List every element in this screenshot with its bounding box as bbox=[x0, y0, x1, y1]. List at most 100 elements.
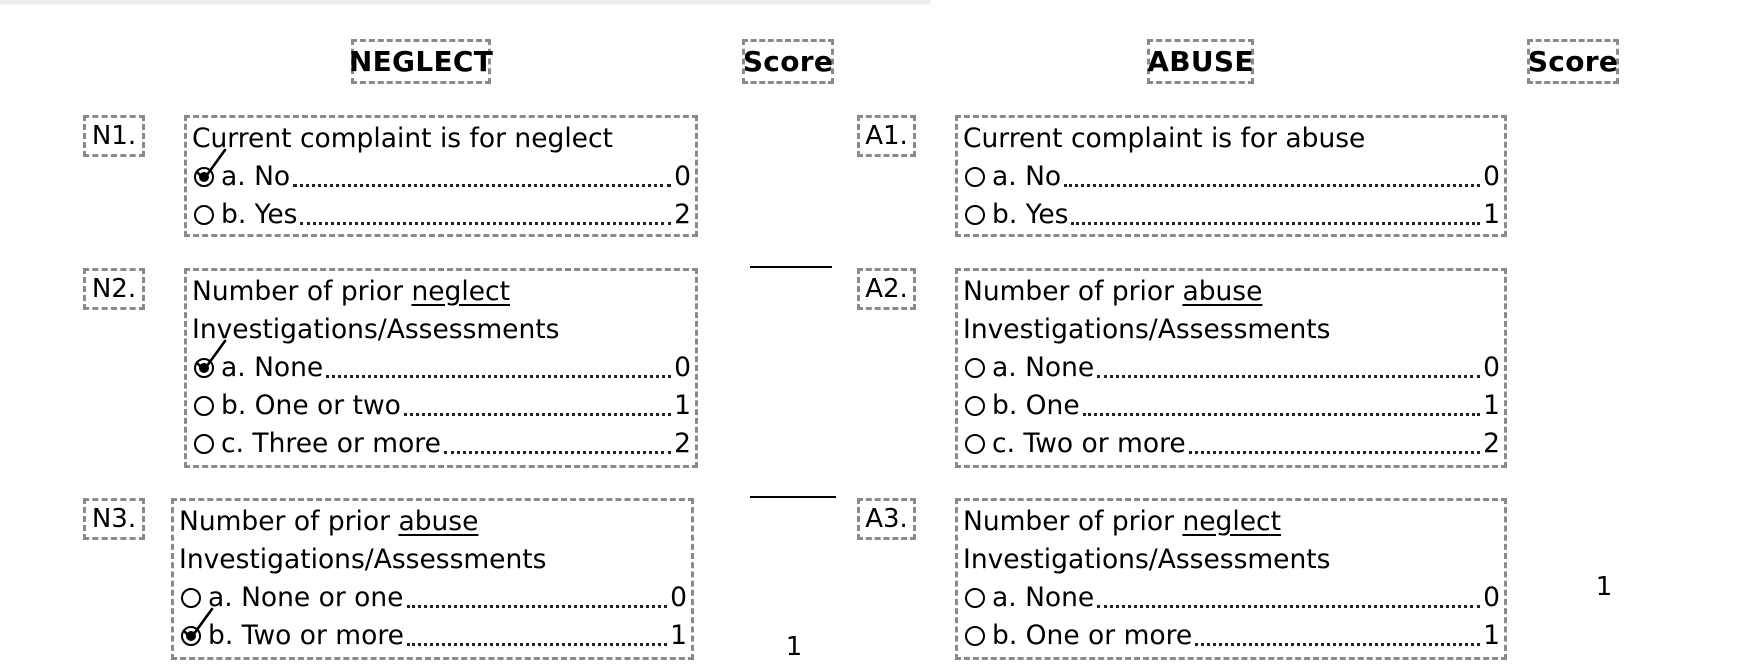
option-a1-a[interactable]: a. No 0 bbox=[963, 158, 1504, 196]
neglect-header: NEGLECT bbox=[349, 39, 493, 84]
option-a3-b[interactable]: b. One or more 1 bbox=[963, 617, 1504, 655]
abuse-header: ABUSE bbox=[1147, 39, 1254, 84]
question-text: Investigations/Assessments bbox=[192, 314, 560, 345]
radio-button[interactable] bbox=[965, 167, 985, 187]
score-value-n3: 1 bbox=[785, 632, 803, 662]
dot-leader bbox=[403, 413, 672, 416]
radio-button[interactable] bbox=[965, 588, 985, 608]
question-n2: Number of prior neglect Investigations/A… bbox=[184, 268, 698, 468]
option-label: b. One bbox=[992, 390, 1080, 421]
option-label: a. None bbox=[992, 582, 1095, 613]
option-label: c. Three or more bbox=[221, 428, 441, 459]
option-points: 2 bbox=[1483, 428, 1500, 459]
radio-button[interactable] bbox=[965, 434, 985, 454]
question-id-a1: A1. bbox=[857, 115, 916, 157]
option-label: b. One or more bbox=[992, 620, 1193, 651]
option-label: a. None bbox=[221, 352, 324, 383]
question-text: Investigations/Assessments bbox=[963, 544, 1331, 575]
option-points: 0 bbox=[674, 161, 691, 192]
abuse-score-header: Score bbox=[1527, 39, 1619, 84]
dot-leader bbox=[293, 184, 672, 187]
dot-leader bbox=[443, 451, 672, 454]
option-label: b. Yes bbox=[221, 199, 298, 230]
option-a1-b[interactable]: b. Yes 1 bbox=[963, 196, 1504, 234]
question-text: Investigations/Assessments bbox=[963, 314, 1331, 345]
option-points: 1 bbox=[670, 620, 687, 651]
option-points: 1 bbox=[1483, 620, 1500, 651]
option-label: b. Yes bbox=[992, 199, 1069, 230]
question-text: Investigations/Assessments bbox=[179, 544, 547, 575]
option-points: 0 bbox=[674, 352, 691, 383]
radio-button-checked[interactable] bbox=[194, 339, 227, 378]
question-a3: Number of prior neglect Investigations/A… bbox=[955, 498, 1507, 660]
score-blank-n2[interactable] bbox=[750, 496, 836, 498]
question-n3: Number of prior abuse Investigations/Ass… bbox=[171, 498, 694, 660]
question-n1: Current complaint is for neglect a. No 0… bbox=[184, 115, 698, 237]
dot-leader bbox=[1064, 184, 1481, 187]
radio-button[interactable] bbox=[965, 358, 985, 378]
dot-leader bbox=[1188, 451, 1481, 454]
question-id-n3: N3. bbox=[83, 498, 145, 540]
dot-leader bbox=[1071, 222, 1481, 225]
radio-button[interactable] bbox=[181, 588, 201, 608]
option-label: b. Two or more bbox=[208, 620, 404, 651]
question-id-a2: A2. bbox=[857, 268, 916, 310]
page-top-edge bbox=[0, 0, 930, 3]
question-id-n1: N1. bbox=[83, 115, 145, 157]
dot-leader bbox=[1195, 643, 1481, 646]
option-label: a. No bbox=[221, 161, 291, 192]
option-points: 0 bbox=[1483, 352, 1500, 383]
dot-leader bbox=[300, 222, 672, 225]
score-value-a3: 1 bbox=[1595, 572, 1613, 602]
option-points: 1 bbox=[1483, 199, 1500, 230]
option-label: b. One or two bbox=[221, 390, 401, 421]
option-a2-b[interactable]: b. One 1 bbox=[963, 387, 1504, 425]
option-points: 0 bbox=[670, 582, 687, 613]
radio-button[interactable] bbox=[965, 205, 985, 225]
radio-button-checked[interactable] bbox=[181, 607, 214, 646]
option-n2-a[interactable]: a. None 0 bbox=[192, 339, 695, 387]
option-n3-a[interactable]: a. None or one 0 bbox=[179, 579, 691, 617]
score-blank-n1[interactable] bbox=[750, 266, 832, 268]
dot-leader bbox=[1097, 375, 1481, 378]
option-points: 0 bbox=[1483, 161, 1500, 192]
option-points: 2 bbox=[674, 199, 691, 230]
question-id-n2: N2. bbox=[83, 268, 145, 310]
option-n2-c[interactable]: c. Three or more 2 bbox=[192, 425, 695, 463]
option-n1-a[interactable]: a. No 0 bbox=[192, 148, 695, 196]
radio-button[interactable] bbox=[965, 396, 985, 416]
option-a2-c[interactable]: c. Two or more 2 bbox=[963, 425, 1504, 463]
option-n2-b[interactable]: b. One or two 1 bbox=[192, 387, 695, 425]
dot-leader bbox=[406, 643, 668, 646]
dot-leader bbox=[1082, 413, 1481, 416]
question-text: Number of prior neglect bbox=[192, 276, 510, 307]
option-a3-a[interactable]: a. None 0 bbox=[963, 579, 1504, 617]
option-points: 0 bbox=[1483, 582, 1500, 613]
option-points: 2 bbox=[674, 428, 691, 459]
option-label: a. None bbox=[992, 352, 1095, 383]
dot-leader bbox=[326, 375, 672, 378]
option-label: a. No bbox=[992, 161, 1062, 192]
option-label: c. Two or more bbox=[992, 428, 1186, 459]
question-text: Number of prior abuse bbox=[179, 506, 479, 537]
radio-button[interactable] bbox=[194, 396, 214, 416]
radio-button[interactable] bbox=[194, 205, 214, 225]
question-text: Current complaint is for neglect bbox=[192, 123, 613, 154]
question-a1: Current complaint is for abuse a. No 0 b… bbox=[955, 115, 1507, 237]
dot-leader bbox=[406, 605, 668, 608]
option-points: 1 bbox=[1483, 390, 1500, 421]
question-text: Number of prior abuse bbox=[963, 276, 1263, 307]
question-text: Number of prior neglect bbox=[963, 506, 1281, 537]
option-points: 1 bbox=[674, 390, 691, 421]
radio-button-checked[interactable] bbox=[194, 148, 227, 187]
radio-button[interactable] bbox=[194, 434, 214, 454]
dot-leader bbox=[1097, 605, 1481, 608]
question-text: Current complaint is for abuse bbox=[963, 123, 1366, 154]
neglect-score-header: Score bbox=[742, 39, 834, 84]
option-n3-b[interactable]: b. Two or more 1 bbox=[179, 607, 691, 655]
question-id-a3: A3. bbox=[857, 498, 916, 540]
option-label: a. None or one bbox=[208, 582, 404, 613]
radio-button[interactable] bbox=[965, 626, 985, 646]
option-a2-a[interactable]: a. None 0 bbox=[963, 349, 1504, 387]
option-n1-b[interactable]: b. Yes 2 bbox=[192, 196, 695, 234]
